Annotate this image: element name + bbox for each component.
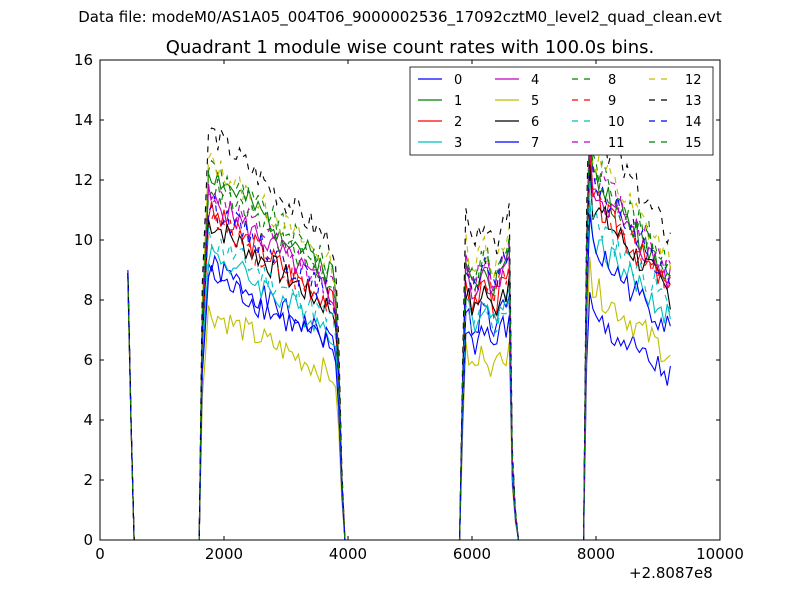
x-tick-label: 6000 [453, 545, 491, 563]
y-tick-label: 10 [74, 231, 93, 249]
series-line-5 [127, 256, 671, 540]
x-tick-label: 2000 [205, 545, 243, 563]
series-line-9 [127, 150, 671, 540]
series-line-10 [127, 178, 671, 540]
legend-label-2: 2 [454, 115, 462, 130]
y-tick-label: 6 [83, 351, 93, 369]
legend-label-1: 1 [454, 94, 462, 109]
legend-label-4: 4 [531, 73, 539, 88]
legend-label-11: 11 [608, 136, 625, 151]
y-tick-label: 14 [74, 111, 93, 129]
series-line-7 [127, 214, 671, 540]
y-tick-label: 8 [83, 291, 93, 309]
x-tick-label: 4000 [329, 545, 367, 563]
series-line-6 [127, 164, 671, 540]
x-tick-label: 0 [95, 545, 105, 563]
data-file-title: Data file: modeM0/AS1A05_004T06_90000025… [78, 8, 722, 26]
y-tick-label: 4 [83, 411, 93, 429]
series-line-0 [127, 254, 671, 540]
chart-title: Quadrant 1 module wise count rates with … [165, 37, 655, 58]
x-axis-offset-label: +2.8087e8 [629, 564, 713, 582]
legend-label-6: 6 [531, 115, 539, 130]
y-tick-label: 0 [83, 531, 93, 549]
legend-label-9: 9 [608, 94, 616, 109]
legend-label-15: 15 [685, 136, 702, 151]
legend-label-0: 0 [454, 73, 462, 88]
series-line-13 [127, 76, 671, 540]
legend-label-14: 14 [685, 115, 702, 130]
legend-label-5: 5 [531, 94, 539, 109]
y-tick-label: 12 [74, 171, 93, 189]
series-line-2 [127, 157, 671, 540]
legend-box [409, 66, 714, 156]
y-tick-label: 2 [83, 471, 93, 489]
legend-label-10: 10 [608, 115, 625, 130]
legend-label-12: 12 [685, 73, 702, 88]
series-line-14 [127, 136, 671, 540]
y-tick-label: 16 [74, 51, 93, 69]
legend-label-13: 13 [685, 94, 702, 109]
legend-label-7: 7 [531, 136, 539, 151]
legend-label-8: 8 [608, 73, 616, 88]
series-line-15 [127, 129, 671, 540]
series-line-3 [127, 200, 671, 540]
x-tick-label: 8000 [577, 545, 615, 563]
series-line-11 [127, 122, 671, 540]
legend-label-3: 3 [454, 136, 462, 151]
x-tick-label: 10000 [696, 545, 744, 563]
